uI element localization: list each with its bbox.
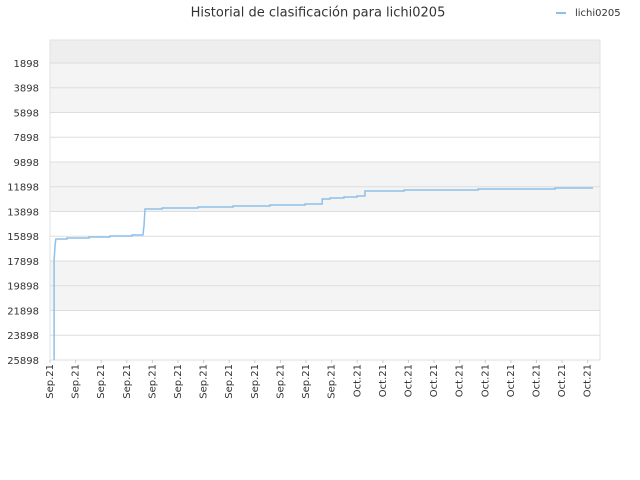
plot-band [50,310,600,336]
chart-title: Historial de clasificación para lichi020… [191,6,446,21]
x-tick-label: Sep.21 [96,364,107,399]
y-tick-label: 19898 [7,282,39,293]
plot-band [50,40,600,63]
y-tick-label: 7898 [14,133,39,144]
plot-band [50,112,600,138]
y-tick-label: 5898 [14,108,39,119]
x-tick-label: Oct.21 [480,364,491,397]
plot-band [50,161,600,187]
x-tick-label: Oct.21 [583,364,594,397]
y-tick-label: 21898 [7,306,39,317]
plot-band [50,87,600,113]
plot-band [50,211,600,237]
x-tick-label: Sep.21 [122,364,133,399]
y-tick-label: 1898 [14,59,39,70]
series-line [53,187,594,360]
x-tick-label: Oct.21 [531,364,542,397]
y-tick-label: 9898 [14,158,39,169]
y-tick-label: 3898 [14,84,39,95]
y-tick-label: 15898 [7,232,39,243]
x-tick-label: Sep.21 [327,364,338,399]
plot-band [50,260,600,286]
x-tick-label: Oct.21 [455,364,466,397]
x-tick-label: Oct.21 [378,364,389,397]
x-tick-label: Oct.21 [403,364,414,397]
plot-band [50,62,600,88]
y-tick-label: 23898 [7,331,39,342]
x-tick-label: Sep.21 [173,364,184,399]
x-tick-label: Oct.21 [429,364,440,397]
x-tick-label: Sep.21 [45,364,56,399]
plot-band [50,285,600,311]
x-tick-label: Sep.21 [199,364,210,399]
x-tick-label: Sep.21 [147,364,158,399]
y-tick-label: 13898 [7,207,39,218]
x-tick-label: Sep.21 [250,364,261,399]
y-tick-label: 11898 [7,183,39,194]
x-tick-label: Oct.21 [557,364,568,397]
x-tick-label: Sep.21 [71,364,82,399]
x-tick-label: Sep.21 [301,364,312,399]
x-tick-label: Oct.21 [352,364,363,397]
y-tick-label: 17898 [7,257,39,268]
plot-band [50,236,600,261]
x-tick-label: Sep.21 [224,364,235,399]
y-tick-label: 25898 [7,356,39,367]
legend-label: lichi0205 [575,8,621,19]
plot-band [50,335,600,360]
plot-band [50,137,600,162]
x-tick-label: Oct.21 [506,364,517,397]
x-tick-label: Sep.21 [275,364,286,399]
